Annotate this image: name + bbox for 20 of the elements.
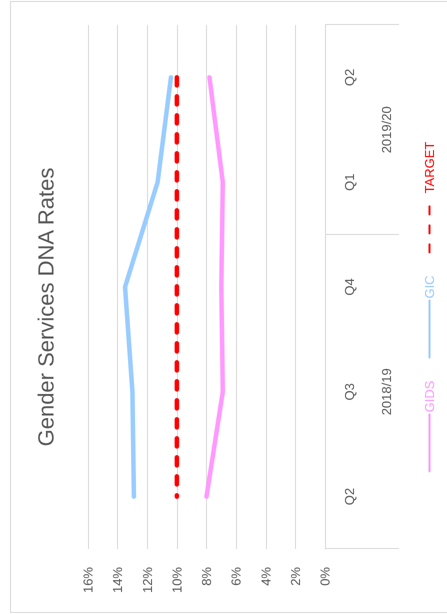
text: TARGET xyxy=(422,142,437,194)
text: GIDS xyxy=(422,380,437,412)
x-tick-label: 10% xyxy=(169,566,184,594)
y-tick-label: Q2 xyxy=(342,488,357,506)
x-tick-label: 8% xyxy=(199,566,214,586)
x-tick-label: 0% xyxy=(318,566,332,586)
y-tick-label: Q1 xyxy=(342,174,357,191)
text: GIC xyxy=(422,275,437,299)
y-tick-label: Q2 xyxy=(342,68,357,86)
y-tick-label: Q4 xyxy=(342,278,357,296)
x-tick-label: 14% xyxy=(110,566,126,594)
y-tick-label: Q3 xyxy=(342,383,357,400)
x-tick-label: 16% xyxy=(80,566,96,594)
x-tick-label: 2% xyxy=(288,566,303,586)
x-tick-label: 12% xyxy=(140,566,155,594)
text: 2019/20 xyxy=(379,106,394,154)
x-tick-label: 4% xyxy=(258,566,274,586)
x-tick-label: 6% xyxy=(228,566,244,586)
text: Gender Services DNA Rates xyxy=(34,168,58,446)
text: 2018/19 xyxy=(379,368,394,416)
